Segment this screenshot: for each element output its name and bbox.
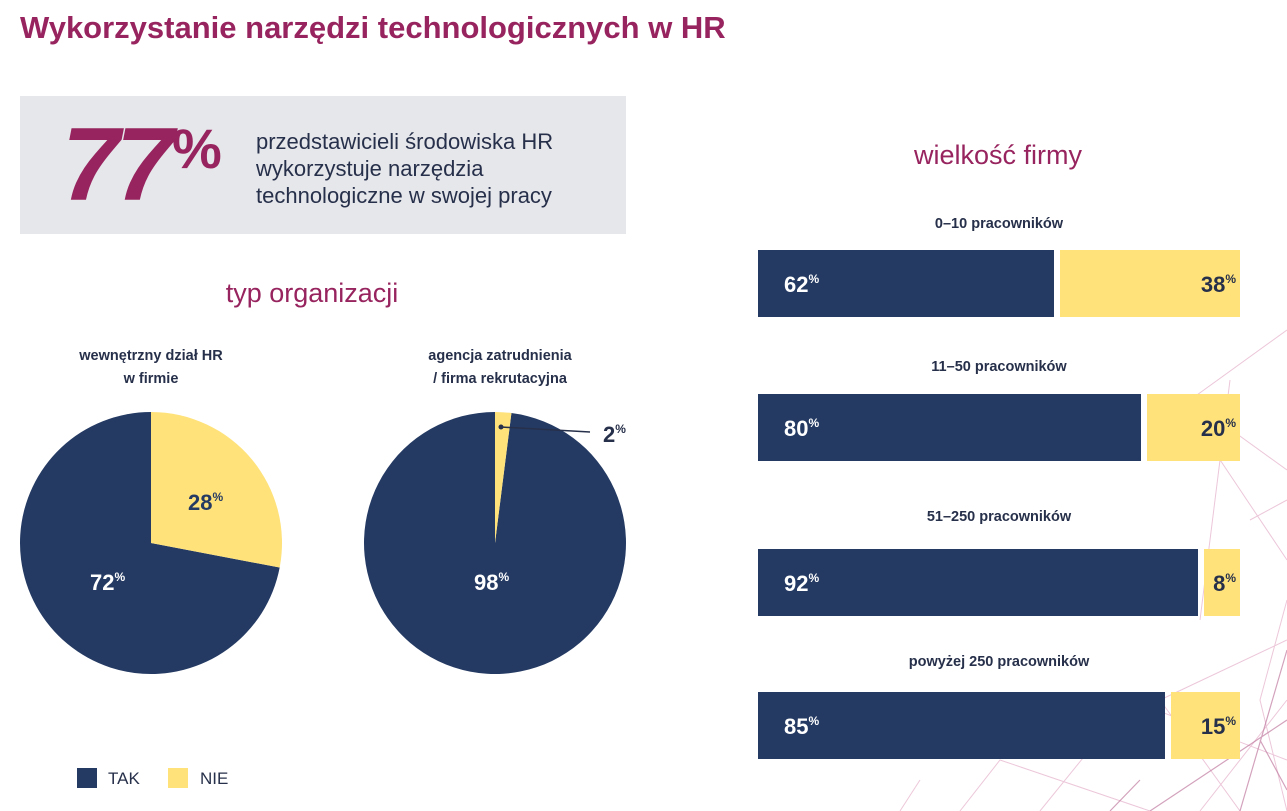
value: 72: [90, 570, 115, 595]
pie-2-title: agencja zatrudnienia / firma rekrutacyjn…: [380, 345, 620, 391]
bar-value-tak: 80%: [784, 416, 820, 441]
section-title-org-type: typ organizacji: [225, 278, 399, 308]
bar-value-nie: 15%: [1200, 714, 1236, 739]
bar-segment-nie: 8%: [1204, 549, 1240, 616]
unit: %: [615, 422, 626, 436]
pie-1-slice-tak: [20, 412, 280, 674]
bar-value-tak: 62%: [784, 272, 820, 297]
section-title-company-size: wielkość firmy: [913, 140, 1082, 170]
bar-segment-nie: 15%: [1170, 692, 1240, 759]
pie-1-tak-label: 72%: [90, 570, 125, 596]
pie-1-title-line: wewnętrzny dział HR: [79, 348, 223, 364]
bar-segment-tak: 62%: [758, 250, 1054, 317]
legend-label-nie: NIE: [200, 769, 229, 788]
legend-swatch-tak: [77, 768, 97, 788]
unit: %: [212, 490, 224, 504]
page-title: Wykorzystanie narzędzi technologicznych …: [20, 10, 726, 45]
bar-segment-tak: 85%: [758, 692, 1165, 759]
bar-category-label: 11–50 pracowników: [931, 359, 1067, 375]
value: 28: [188, 490, 213, 515]
unit: %: [114, 570, 126, 584]
legend-swatch-nie: [168, 768, 188, 788]
pie-1-nie-label: 28%: [188, 490, 223, 516]
bar-value-tak: 92%: [784, 571, 820, 596]
pie-2-leader-line: [500, 426, 591, 433]
pie-2-title-line: / firma rekrutacyjna: [433, 371, 567, 387]
pie-2-slice-nie: [495, 412, 512, 543]
pie-2-nie-label: 2%: [603, 422, 626, 448]
bar-category-label: powyżej 250 pracowników: [908, 654, 1090, 670]
bar-value-nie: 8%: [1213, 571, 1236, 596]
pie-2-title-line: agencja zatrudnienia: [428, 348, 572, 364]
bar-segment-tak: 92%: [758, 549, 1199, 616]
headline-box: [20, 96, 626, 234]
headline-text: przedstawicieli środowiska HR wykorzystu…: [256, 129, 554, 208]
pie-2-leader-dot: [498, 424, 504, 430]
bar-value-nie: 38%: [1200, 272, 1236, 297]
headline-value: 77: [62, 107, 174, 223]
legend-label-tak: TAK: [108, 769, 140, 788]
pie-1-slice-nie: [151, 412, 282, 568]
bar-segment-tak: 80%: [758, 394, 1141, 461]
bar-segment-nie: 38%: [1059, 250, 1240, 317]
bar-category-label: 51–250 pracowników: [926, 509, 1072, 525]
pie-charts: [20, 412, 627, 674]
bar-value-nie: 20%: [1200, 416, 1236, 441]
pie-2-slice-tak: [364, 412, 627, 674]
bar-category-label: 0–10 pracowników: [934, 216, 1064, 232]
pie-1-title-line: w firmie: [123, 371, 179, 387]
headline-unit: %: [172, 117, 222, 180]
unit: %: [498, 570, 510, 584]
value: 98: [474, 570, 499, 595]
bar-value-tak: 85%: [784, 714, 820, 739]
pie-1-title: wewnętrzny dział HR w firmie: [31, 345, 271, 391]
value: 2: [603, 422, 616, 447]
bar-segment-nie: 20%: [1146, 394, 1240, 461]
pie-2-tak-label: 98%: [474, 570, 509, 596]
